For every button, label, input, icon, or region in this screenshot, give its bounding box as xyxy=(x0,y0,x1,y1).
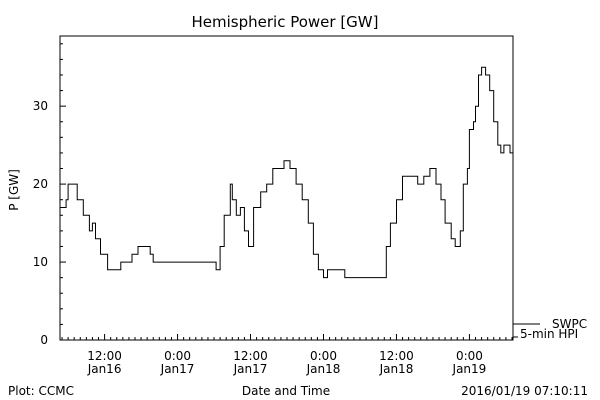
y-tick-label: 30 xyxy=(33,99,48,113)
plot-frame xyxy=(59,35,514,341)
x-axis: 12:00Jan160:00Jan1712:00Jan170:00Jan1812… xyxy=(61,334,513,376)
x-tick-day: Jan18 xyxy=(379,362,414,376)
y-axis-label: P [GW] xyxy=(7,169,21,211)
x-tick-day: Jan19 xyxy=(452,362,487,376)
y-tick-label: 10 xyxy=(33,255,48,269)
x-axis-label: Date and Time xyxy=(242,384,330,398)
x-tick-day: Jan17 xyxy=(233,362,268,376)
y-tick-label: 0 xyxy=(40,333,48,347)
legend-5min-label: 5-min HPI xyxy=(520,327,578,341)
legend: SWPC 5-min HPI xyxy=(513,317,587,341)
plot-credit: Plot: CCMC xyxy=(8,384,74,398)
timestamp: 2016/01/19 07:10:11 xyxy=(461,384,588,398)
x-tick-day: Jan18 xyxy=(306,362,341,376)
chart-title: Hemispheric Power [GW] xyxy=(192,13,379,31)
x-tick-time: 0:00 xyxy=(310,349,337,363)
x-tick-day: Jan16 xyxy=(87,362,122,376)
x-tick-time: 0:00 xyxy=(456,349,483,363)
x-tick-time: 12:00 xyxy=(379,349,414,363)
x-tick-time: 0:00 xyxy=(164,349,191,363)
y-axis: 0 10 20 30 xyxy=(33,43,66,347)
legend-swpc-label: SWPC xyxy=(552,317,587,331)
series-line-5-min-hpi xyxy=(60,66,514,279)
x-tick-day: Jan17 xyxy=(160,362,195,376)
y-tick-label: 20 xyxy=(33,177,48,191)
x-tick-time: 12:00 xyxy=(87,349,122,363)
x-tick-time: 12:00 xyxy=(233,349,268,363)
